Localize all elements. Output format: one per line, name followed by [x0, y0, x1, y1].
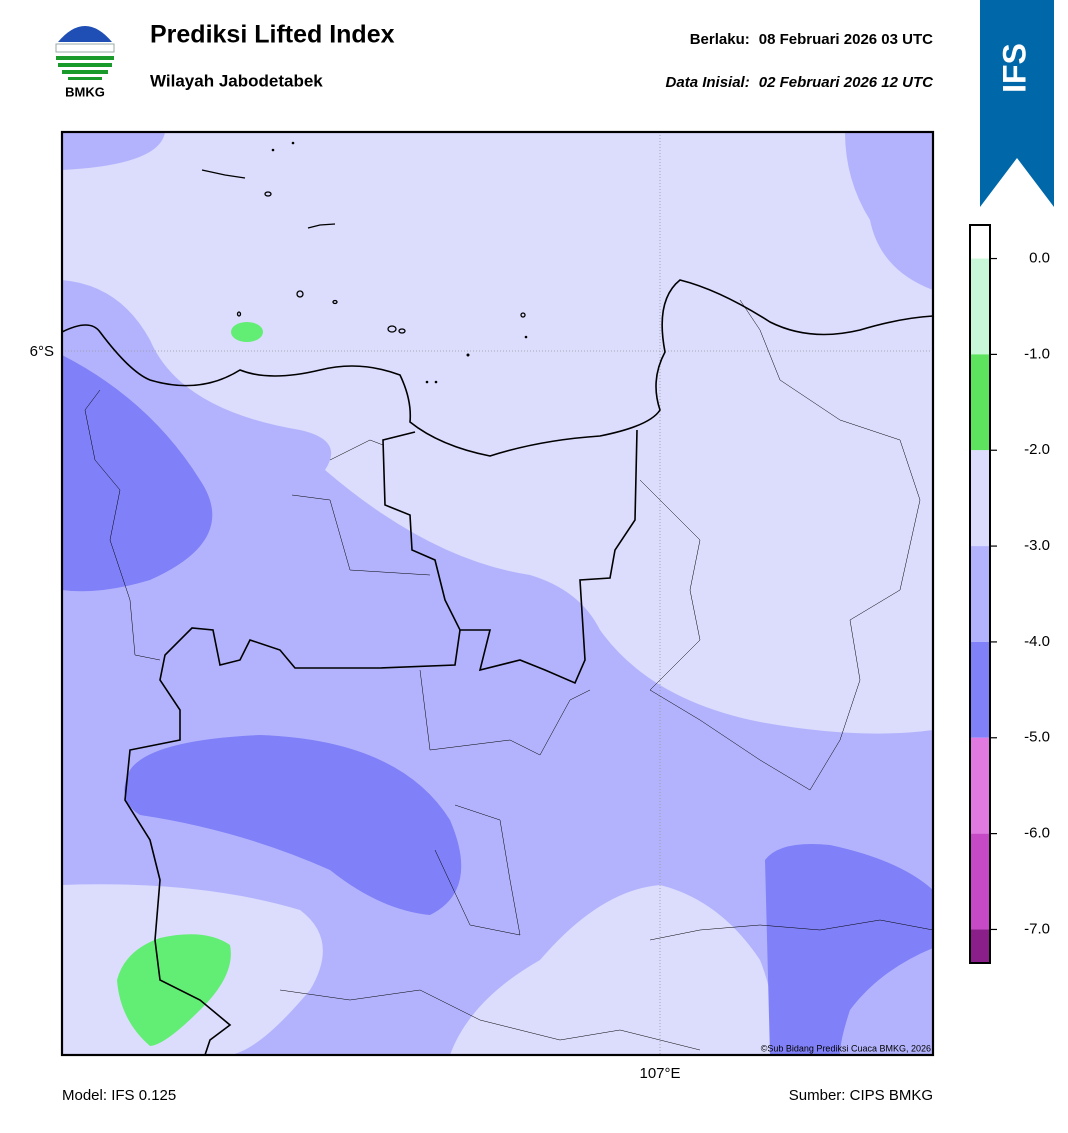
valid-value: 08 Februari 2026 03 UTC [759, 31, 933, 48]
badge [980, 0, 1054, 207]
colorbar-tick-label: -7.0 [1024, 920, 1050, 937]
colorbar-band [970, 225, 990, 259]
init-time: Data Inisial: 02 Februari 2026 12 UTC [666, 74, 935, 91]
valid-label: Berlaku: [690, 31, 750, 48]
colorbar-band [970, 354, 990, 451]
colorbar-tick-label: -6.0 [1024, 825, 1050, 842]
colorbar-band [970, 737, 990, 834]
map: ©Sub Bidang Prediksi Cuaca BMKG, 2026 [62, 132, 933, 1055]
colorbar-frame [969, 224, 991, 964]
colorbar-band [970, 450, 990, 547]
colorbar-band [970, 929, 990, 963]
colorbar-band [970, 641, 990, 738]
logo-text: BMKG [65, 84, 105, 99]
colorbar-band [970, 258, 990, 355]
credit: ©Sub Bidang Prediksi Cuaca BMKG, 2026 [761, 1043, 931, 1053]
colorbar-tick-label: -4.0 [1024, 633, 1050, 650]
lat-label: 6°S [30, 343, 54, 360]
colorbar-tick-label: 0.0 [1029, 250, 1050, 267]
colorbar: 0.0 -1.0 -2.0 -3.0 -4.0 -5.0 -6.0 -7.0 [969, 224, 1050, 964]
colorbar-tick-label: -1.0 [1024, 345, 1050, 362]
colorbar-tick-label: -2.0 [1024, 441, 1050, 458]
colorbar-tick-label: -5.0 [1024, 729, 1050, 746]
footer-source: Sumber: CIPS BMKG [789, 1087, 933, 1104]
init-label: Data Inisial: [666, 74, 750, 91]
subtitle: Wilayah Jabodetabek [150, 71, 323, 90]
logo: BMKG [55, 26, 115, 99]
map-frame [60, 130, 935, 1057]
colorbar-band [970, 546, 990, 642]
colorbar-band [970, 833, 990, 930]
init-value: 02 Februari 2026 12 UTC [759, 74, 934, 91]
badge-text: IFS [996, 43, 1032, 93]
title: Prediksi Lifted Index [150, 21, 395, 49]
footer-model: Model: IFS 0.125 [62, 1087, 176, 1104]
colorbar-tick-label: -3.0 [1024, 537, 1050, 554]
lon-label: 107°E [639, 1065, 680, 1082]
valid-time: Berlaku: 08 Februari 2026 03 UTC [690, 31, 933, 48]
